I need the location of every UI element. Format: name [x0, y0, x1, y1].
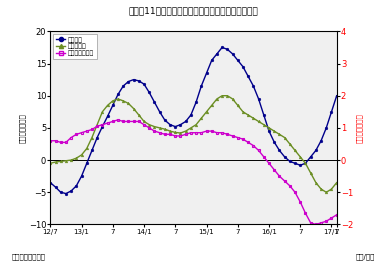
Y-axis label: （前年比、％）: （前年比、％） [356, 113, 363, 143]
Y-axis label: （前年比、％）: （前年比、％） [19, 113, 26, 143]
Text: （図表11）投資信託・金錢の信託・準通貨の伸び率: （図表11）投資信託・金錢の信託・準通貨の伸び率 [128, 7, 259, 15]
Text: （年/月）: （年/月） [356, 253, 375, 260]
Text: （資料）日本銀行: （資料）日本銀行 [12, 253, 46, 260]
Legend: 投資信託, 金錢の信託, 準通貨（右軸）: 投資信託, 金錢の信託, 準通貨（右軸） [53, 34, 97, 59]
